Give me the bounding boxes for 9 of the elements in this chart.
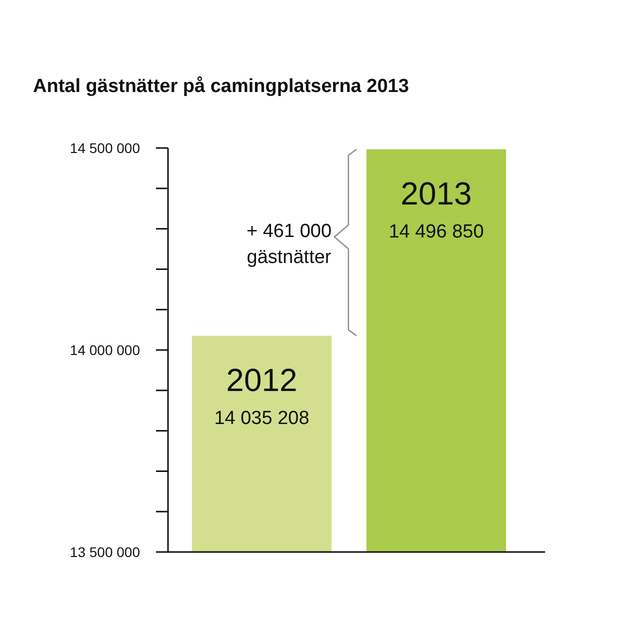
y-tick-label: 14 000 000: [70, 342, 140, 358]
y-tick-label: 13 500 000: [70, 544, 140, 560]
chart-title: Antal gästnätter på camingplatserna 2013: [33, 76, 409, 97]
y-tick-label: 14 500 000: [70, 140, 140, 156]
data-label: 14 035 208: [214, 408, 310, 429]
annotation: + 461 000 gästnätter: [246, 220, 332, 268]
x-tick-label: 2013: [400, 175, 472, 212]
x-tick-label: 2012: [226, 362, 298, 398]
data-label: 14 496 850: [388, 221, 484, 242]
